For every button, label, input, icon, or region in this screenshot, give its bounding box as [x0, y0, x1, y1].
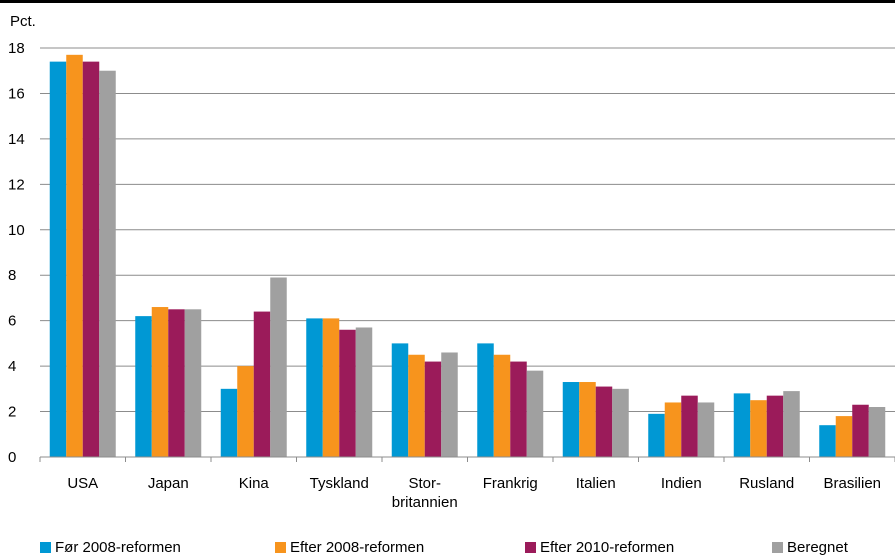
bar [783, 391, 800, 457]
x-tick-label: Rusland [739, 475, 794, 492]
x-tick-label: Kina [239, 475, 270, 492]
x-tick-label: Frankrig [483, 475, 538, 492]
x-tick-label: Stor- [408, 475, 441, 492]
bar [306, 318, 323, 457]
bar [477, 343, 494, 457]
x-tick-label: Tyskland [310, 475, 369, 492]
y-tick-label: 18 [8, 40, 25, 57]
bar [441, 352, 458, 457]
bar [339, 329, 356, 457]
x-tick-label: britannien [392, 494, 458, 511]
bar [184, 309, 202, 457]
legend: Før 2008-reformen Efter 2008-reformen Efte… [0, 539, 895, 559]
bar [526, 370, 544, 457]
top-rule [0, 0, 895, 3]
bar [270, 277, 287, 457]
bars [49, 54, 886, 458]
y-tick-labels: 0 2 4 6 8 10 12 14 16 18 [8, 40, 25, 466]
legend-swatch [772, 542, 783, 553]
legend-label: Efter 2008-reformen [290, 539, 425, 556]
bar [49, 61, 67, 458]
bar [135, 316, 152, 457]
x-axis [39, 456, 895, 462]
bar [579, 382, 596, 457]
bar [99, 70, 116, 457]
legend-swatch [275, 542, 286, 553]
legend-label: Før 2008-reformen [55, 539, 181, 556]
bar [151, 307, 169, 457]
y-tick-label: 8 [8, 267, 16, 284]
bar [819, 425, 836, 457]
bar [322, 318, 340, 457]
bar [253, 311, 271, 457]
bar [82, 61, 100, 458]
bar [835, 416, 853, 457]
y-tick-label: 12 [8, 176, 25, 193]
legend-label: Efter 2010-reformen [540, 539, 675, 556]
bar [355, 327, 373, 457]
bar [562, 382, 580, 457]
bar [424, 361, 442, 457]
x-tick-label: USA [67, 475, 98, 492]
legend-swatch [525, 542, 536, 553]
bar [750, 400, 767, 457]
bar [493, 354, 511, 457]
bar [595, 386, 613, 457]
bar-chart: Pct. 0 2 4 6 8 10 12 14 16 18 USA Japan Kina Tysklan… [8, 13, 895, 511]
bar [391, 343, 409, 457]
y-tick-label: 2 [8, 404, 16, 421]
legend-item: Før 2008-reformen [40, 539, 181, 556]
bar [868, 407, 886, 457]
bar [681, 395, 698, 457]
bar [612, 388, 629, 457]
bar [220, 388, 238, 457]
legend-item: Efter 2008-reformen [275, 539, 424, 556]
bar [648, 413, 665, 457]
y-unit-label: Pct. [10, 13, 36, 30]
bar [510, 361, 527, 457]
bar [664, 402, 682, 457]
legend-item: Efter 2010-reformen [525, 539, 674, 556]
bar [697, 402, 715, 457]
bar [168, 309, 185, 457]
y-tick-label: 14 [8, 131, 25, 148]
x-tick-label: Indien [661, 475, 702, 492]
bar [852, 404, 869, 457]
bar [237, 366, 254, 457]
y-tick-label: 0 [8, 449, 16, 466]
bar [66, 54, 83, 458]
y-tick-label: 6 [8, 313, 16, 330]
bar [766, 395, 784, 457]
legend-label: Beregnet [787, 539, 848, 556]
y-tick-label: 16 [8, 85, 25, 102]
x-tick-label: Japan [148, 475, 189, 492]
x-tick-label: Brasilien [823, 475, 881, 492]
bar [733, 393, 751, 457]
bar [408, 354, 425, 457]
x-tick-label: Italien [576, 475, 616, 492]
y-tick-label: 10 [8, 222, 25, 239]
y-tick-label: 4 [8, 358, 16, 375]
legend-item: Beregnet [772, 539, 848, 556]
x-tick-labels: USA Japan Kina Tyskland Stor-britannien Frank… [67, 475, 881, 511]
legend-swatch [40, 542, 51, 553]
